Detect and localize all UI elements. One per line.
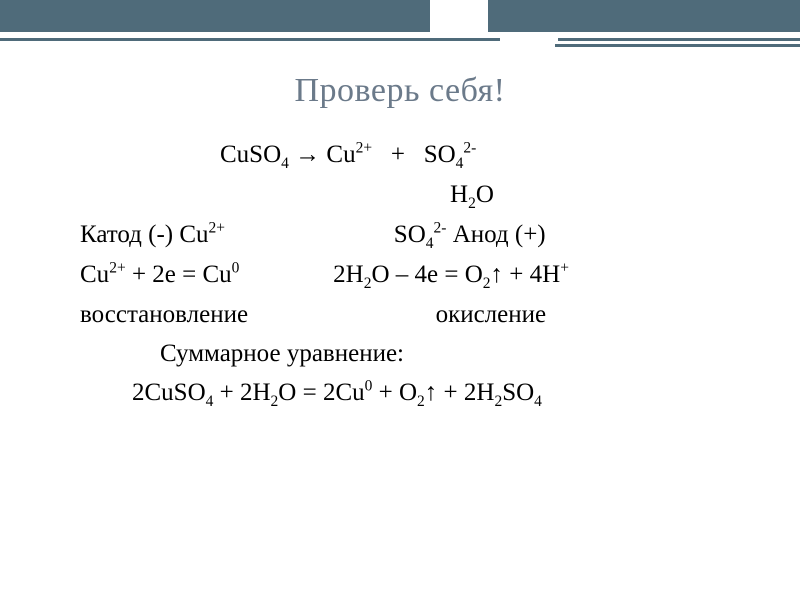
eq-dissociation: CuSO4 → Cu2+ + SO42- [80,136,760,176]
eq-electrodes: Катод (-) Cu2+ SO42- Анод (+) [80,216,760,256]
slide-content: CuSO4 → Cu2+ + SO42- H2O Катод (-) Cu2+ … [40,136,760,414]
slide-title: Проверь себя! [40,72,760,110]
header-bar-gap [430,0,488,32]
eq-h2o: H2O [80,176,760,216]
header-bar [0,0,800,32]
header-thin-line-gap [500,38,558,41]
eq-summary-label: Суммарное уравнение: [80,335,760,374]
eq-half-reactions: Cu2+ + 2e = Cu0 2H2O – 4e = O2↑ + 4H+ [80,256,760,296]
eq-redox-labels: восстановление окисление [80,296,760,335]
slide-body: Проверь себя! CuSO4 → Cu2+ + SO42- H2O К… [0,54,800,414]
header-thin-line [0,38,800,41]
header-thin-line-right [555,44,800,47]
eq-overall: 2CuSO4 + 2H2O = 2Cu0 + O2↑ + 2H2SO4 [80,374,760,414]
